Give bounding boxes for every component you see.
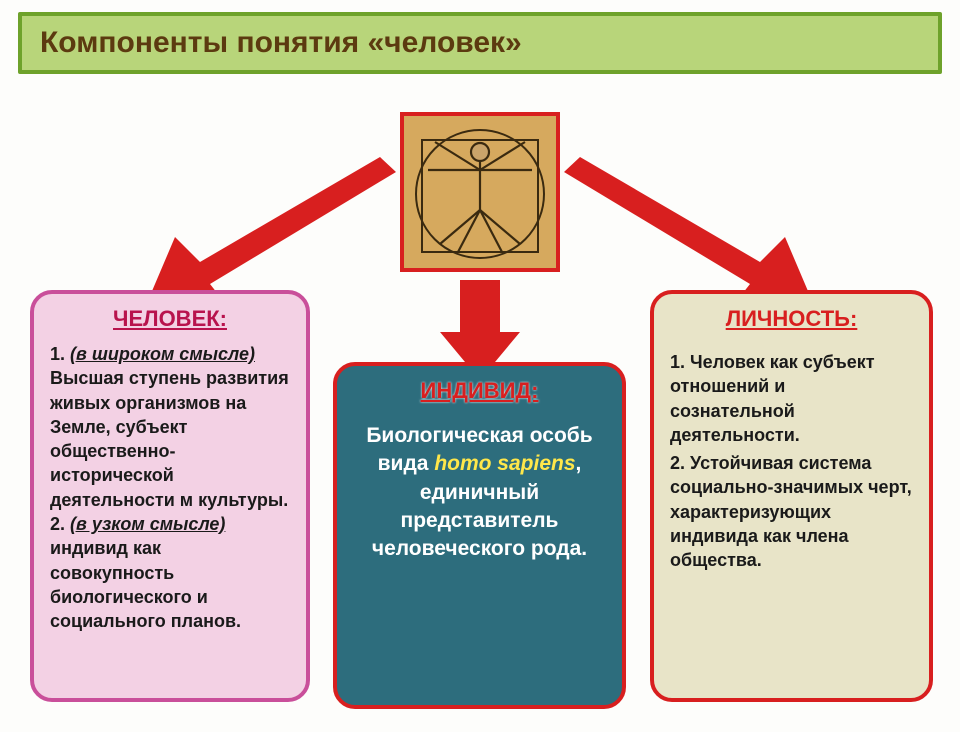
box-individual: ИНДИВИД: Биологическая особь вида homo s… — [333, 362, 626, 709]
title-text: Компоненты понятия «человек» — [40, 26, 522, 59]
t: (в широком смысле) — [70, 344, 255, 364]
box-individual-body: Биологическая особь вида homo sapiens, е… — [353, 422, 606, 564]
t: (в узком смысле) — [70, 514, 225, 534]
t: 2. — [50, 514, 70, 534]
homo-sapiens: homo sapiens — [434, 452, 575, 475]
box-personality: ЛИЧНОСТЬ: 1. Человек как субъект отношен… — [650, 290, 933, 702]
t: индивид как совокупность биологического … — [50, 538, 241, 631]
box-human: ЧЕЛОВЕК: 1. (в широком смысле) Высшая ст… — [30, 290, 310, 702]
box-personality-p1: 1. Человек как субъект отношений и созна… — [670, 350, 913, 447]
t: Высшая ступень развития живых организмов… — [50, 368, 289, 509]
title-bar: Компоненты понятия «человек» — [18, 12, 942, 74]
vitruvian-figure — [400, 112, 560, 272]
box-personality-title: ЛИЧНОСТЬ: — [670, 306, 913, 332]
t: 1. — [50, 344, 70, 364]
box-personality-p2: 2. Устойчивая система социально-значимых… — [670, 451, 913, 572]
box-human-title: ЧЕЛОВЕК: — [50, 306, 290, 332]
box-individual-title: ИНДИВИД: — [353, 378, 606, 404]
box-human-body: 1. (в широком смысле) Высшая ступень раз… — [50, 342, 290, 634]
vitruvian-svg — [410, 122, 550, 262]
